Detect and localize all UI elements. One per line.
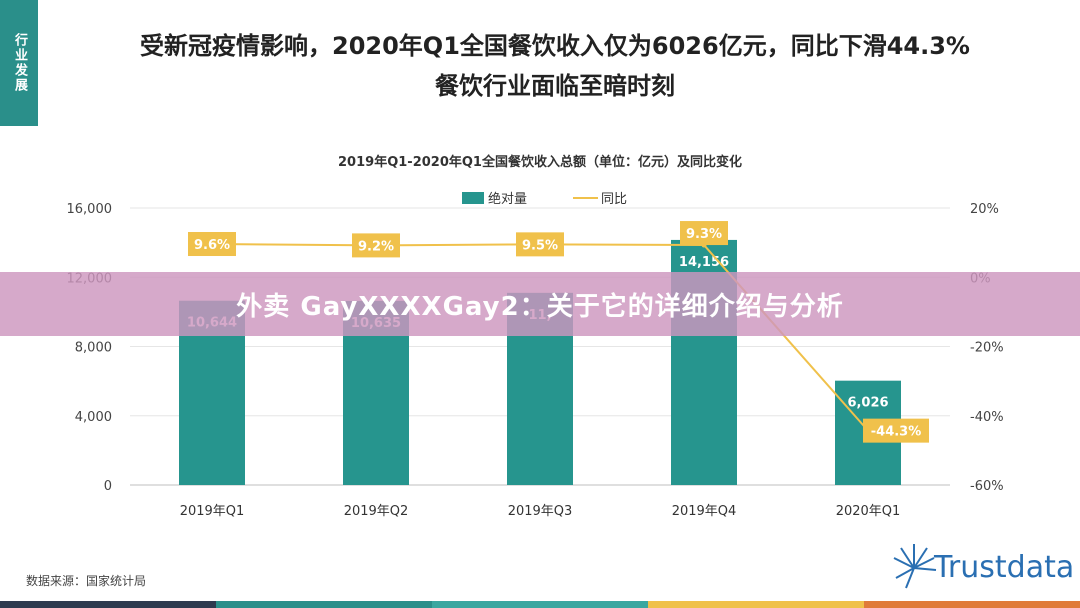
line-value-label: 9.3%: [686, 227, 722, 242]
logo-text: Trustdata: [934, 550, 1075, 585]
line-label-box: [680, 221, 728, 246]
legend-swatch-bar: [462, 192, 484, 204]
page-title: 受新冠疫情影响，2020年Q1全国餐饮收入仅为6026亿元，同比下滑44.3% …: [60, 26, 1050, 106]
bar-value-label: 6,026: [847, 396, 888, 411]
source-note: 数据来源：国家统计局: [26, 574, 147, 588]
y-right-tick-label: -20%: [970, 341, 1004, 356]
y-right-tick-label: 20%: [970, 202, 999, 217]
page-title-line1: 受新冠疫情影响，2020年Q1全国餐饮收入仅为6026亿元，同比下滑44.3%: [140, 32, 970, 60]
line-label-box: [516, 232, 564, 257]
page-title-line2: 餐饮行业面临至暗时刻: [435, 72, 675, 100]
line-label-box: [188, 232, 236, 257]
line-value-label: 9.6%: [194, 238, 230, 253]
y-left-tick-label: 8,000: [75, 341, 112, 356]
bottom-color-strip: [0, 601, 1080, 608]
line-label-box: [352, 233, 400, 258]
x-tick-label: 2019年Q3: [508, 504, 573, 519]
sunburst-icon: [893, 544, 937, 589]
x-tick-label: 2019年Q1: [180, 504, 245, 519]
x-tick-label: 2019年Q4: [672, 504, 737, 519]
line-value-label: 9.2%: [358, 239, 394, 254]
line-value-label: -44.3%: [871, 425, 922, 440]
chart-title: 2019年Q1-2020年Q1全国餐饮收入总额（单位：亿元）及同比变化: [338, 154, 742, 170]
trustdata-logo: [893, 544, 937, 589]
y-left-tick-label: 4,000: [75, 410, 112, 425]
y-left-tick-label: 16,000: [67, 202, 113, 217]
line-label-box: [863, 418, 929, 443]
overlay-banner: 外卖 GayXXXXGay2：关于它的详细介绍与分析: [0, 272, 1080, 336]
x-tick-label: 2020年Q1: [836, 504, 901, 519]
legend-label-bar: 绝对量: [488, 191, 527, 207]
legend-label-line: 同比: [601, 192, 627, 207]
y-right-tick-label: -40%: [970, 410, 1004, 425]
x-tick-label: 2019年Q2: [344, 504, 409, 519]
y-left-tick-label: 0: [104, 479, 112, 494]
bar-value-label: 14,156: [679, 255, 729, 270]
line-value-label: 9.5%: [522, 238, 558, 253]
y-right-tick-label: -60%: [970, 479, 1004, 494]
side-tag: 行业发展: [0, 0, 38, 126]
